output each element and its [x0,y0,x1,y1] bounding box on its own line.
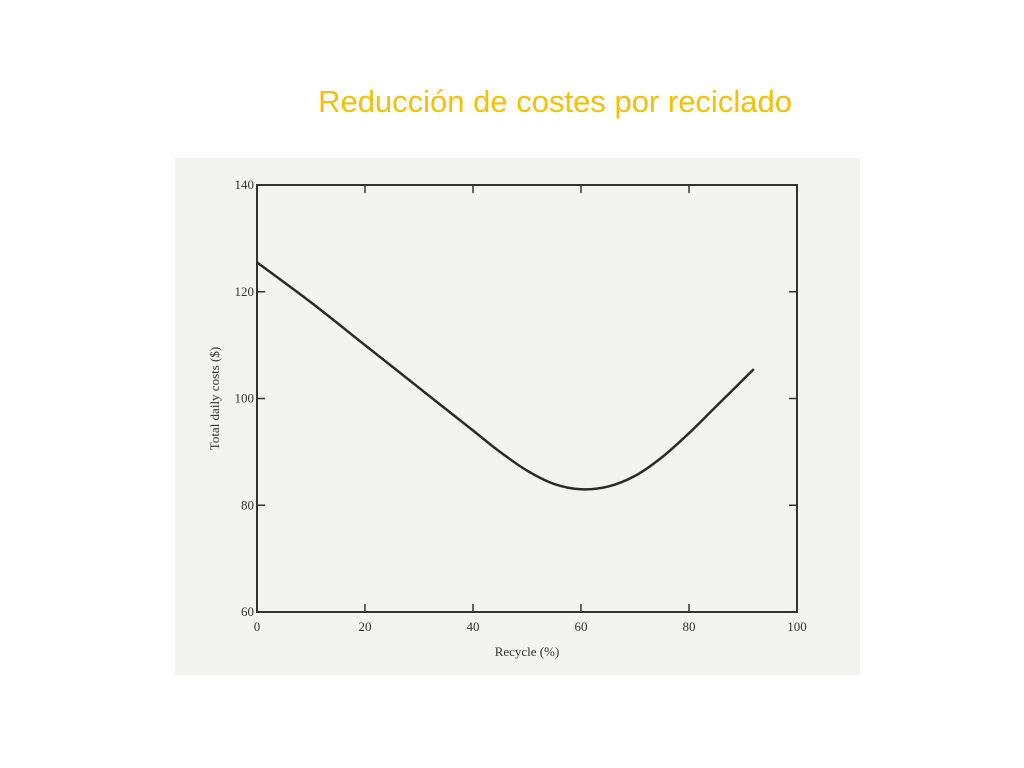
plot-frame [256,184,798,613]
x-tick-label: 60 [575,619,588,634]
y-tick-label: 120 [235,284,255,299]
y-tick-label: 80 [241,497,254,512]
x-tick-label: 20 [359,619,372,634]
y-tick-label: 140 [235,177,255,192]
slide-title: Reducción de costes por reciclado [318,84,792,119]
x-tick-label: 0 [254,619,261,634]
x-tick-label: 100 [787,619,807,634]
y-axis-label: Total daily costs ($) [207,347,222,450]
y-tick-label: 60 [241,604,254,619]
series-line [256,261,755,491]
x-tick-label: 80 [683,619,696,634]
x-tick-label: 40 [467,619,480,634]
y-tick-label: 100 [235,391,255,406]
scanned-figure-background [175,158,860,675]
x-axis-label: Recycle (%) [495,644,560,659]
